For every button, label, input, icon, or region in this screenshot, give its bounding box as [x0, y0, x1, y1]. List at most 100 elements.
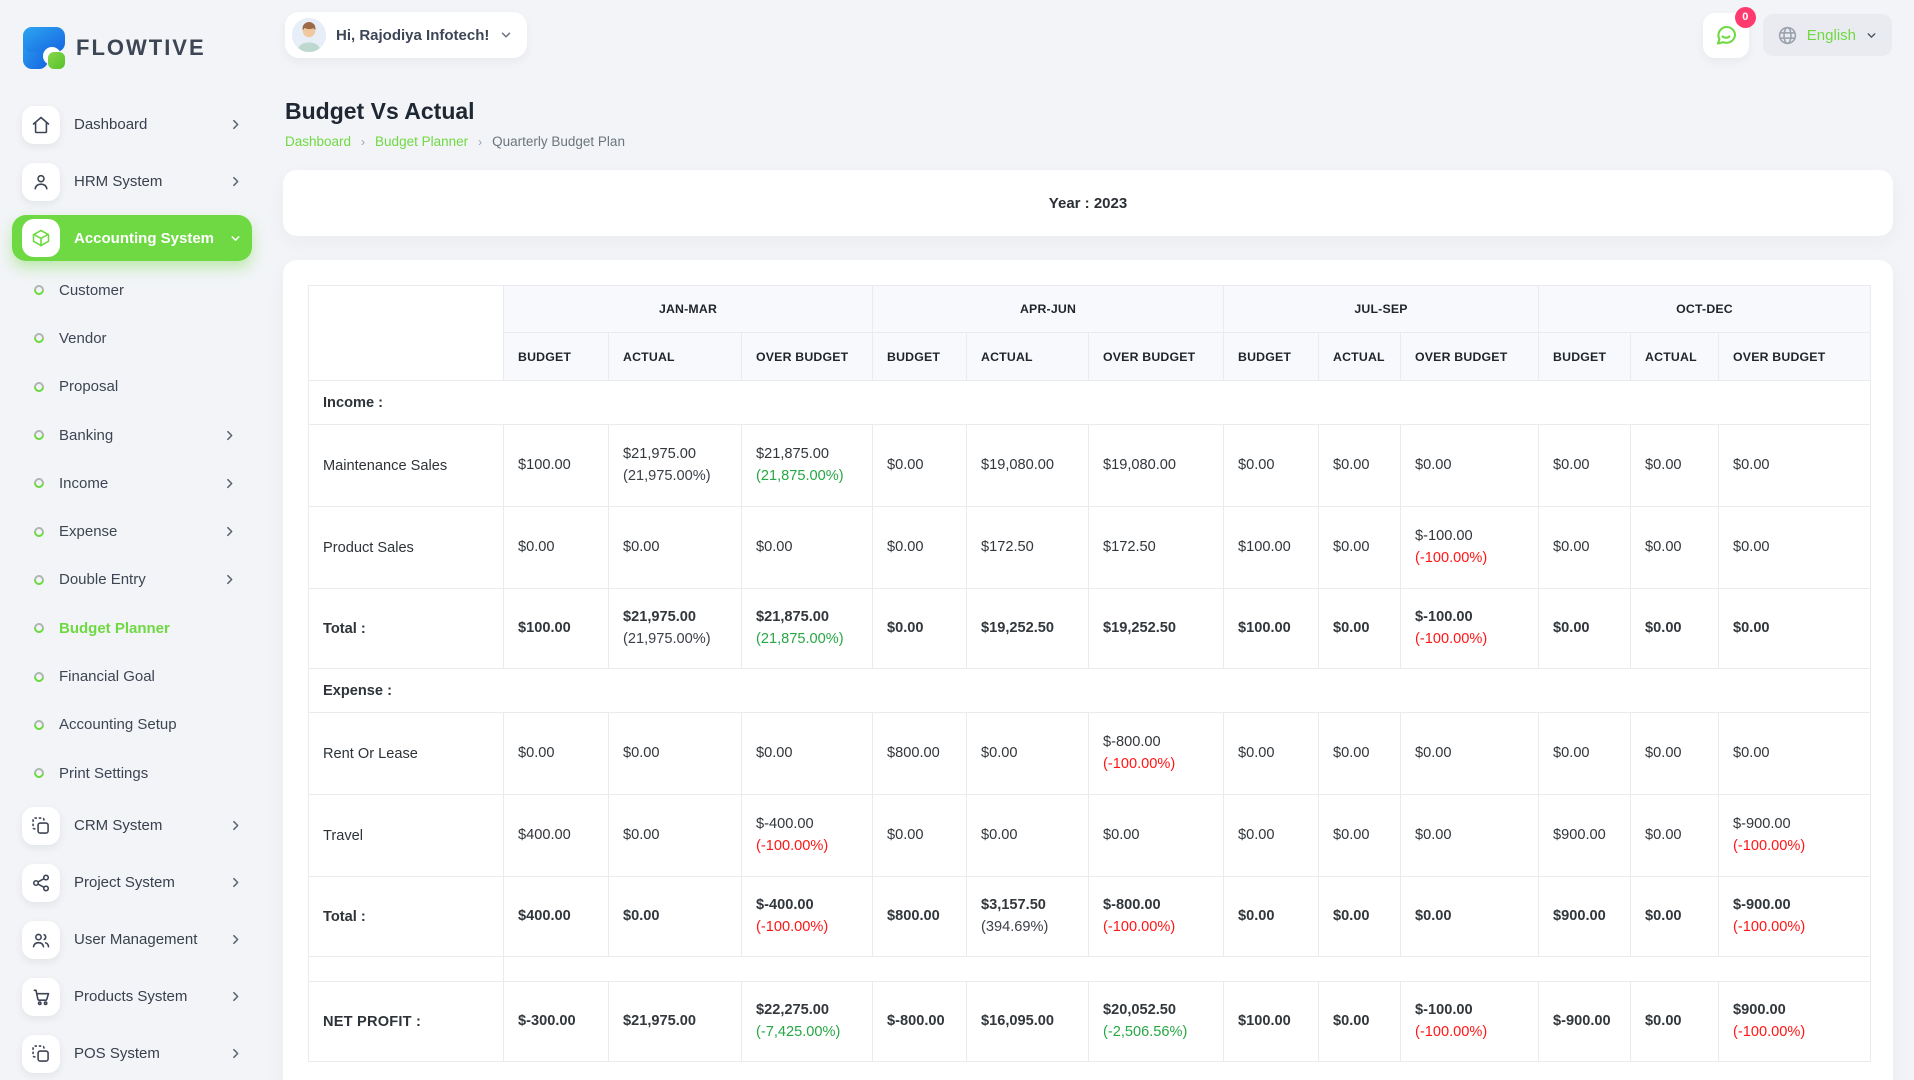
- flowtive-logo-icon: [23, 27, 65, 69]
- copy-icon: [22, 806, 60, 845]
- table-row: Rent Or Lease $0.00 $0.00 $0.00 $800.00 $0.00…: [308, 712, 1872, 795]
- value-cell: $0.00: [608, 712, 742, 795]
- value-cell: $0.00: [1630, 588, 1720, 669]
- value-cell: $800.00: [872, 712, 967, 795]
- value-cell: $100.00: [503, 588, 609, 669]
- sidebar-item-user-management[interactable]: User Management: [12, 911, 252, 968]
- cell-amount: $0.00: [1238, 744, 1275, 761]
- value-cell: $0.00: [1318, 506, 1402, 589]
- breadcrumb-separator: ›: [361, 134, 366, 149]
- sidebar-item-expense[interactable]: Expense: [12, 507, 252, 555]
- sidebar-item-vendor[interactable]: Vendor: [12, 314, 252, 362]
- value-cell: $0.00: [1400, 794, 1540, 877]
- sidebar-item-label: Vendor: [59, 329, 107, 347]
- breadcrumb-dashboard[interactable]: Dashboard: [285, 134, 352, 149]
- value-cell: $0.00: [608, 876, 742, 957]
- cell-amount: $0.00: [1415, 907, 1452, 924]
- cell-percent: (-100.00%): [1103, 755, 1176, 772]
- cell-amount: $0.00: [623, 744, 660, 761]
- cell-percent: (-100.00%): [1415, 630, 1488, 647]
- cell-amount: $0.00: [623, 538, 660, 555]
- value-cell: $19,080.00: [966, 424, 1089, 507]
- cell-amount: $-900.00: [1733, 815, 1791, 832]
- row-label: Maintenance Sales: [308, 424, 504, 507]
- cell-amount: $0.00: [1333, 907, 1370, 924]
- value-cell: $900.00: [1538, 876, 1632, 957]
- cell-percent: (21,875.00%): [756, 630, 844, 647]
- bullet-icon: [31, 572, 47, 587]
- sidebar-item-financial-goal[interactable]: Financial Goal: [12, 652, 252, 700]
- value-cell: $0.00: [1630, 981, 1720, 1062]
- topbar: Hi, Rajodiya Infotech! 0 English: [285, 6, 1892, 60]
- sidebar-item-budget-planner[interactable]: Budget Planner: [12, 604, 252, 652]
- value-cell: $-900.00 (-100.00%): [1718, 794, 1872, 877]
- cell-percent: (394.69%): [981, 918, 1049, 935]
- column-header: OVER BUDGET: [1087, 332, 1225, 381]
- sidebar-item-double-entry[interactable]: Double Entry: [12, 556, 252, 604]
- user-menu-button[interactable]: Hi, Rajodiya Infotech!: [285, 12, 528, 58]
- value-cell: $100.00: [1223, 981, 1320, 1062]
- sidebar-item-banking[interactable]: Banking: [12, 411, 252, 459]
- sidebar-item-accounting-system[interactable]: Accounting System: [12, 215, 252, 261]
- cell-percent: (21,975.00%): [623, 467, 711, 484]
- value-cell: $0.00: [1400, 424, 1540, 507]
- cell-amount: $22,275.00: [756, 1001, 830, 1018]
- breadcrumb-budget-planner[interactable]: Budget Planner: [375, 134, 469, 149]
- sidebar-item-project-system[interactable]: Project System: [12, 854, 252, 911]
- sidebar-item-customer[interactable]: Customer: [12, 266, 252, 314]
- cell-percent: (-100.00%): [1733, 918, 1806, 935]
- avatar: [292, 18, 326, 52]
- cell-amount: $900.00: [1733, 1001, 1786, 1018]
- value-cell: $0.00: [1318, 712, 1402, 795]
- sidebar-item-label: Dashboard: [74, 116, 148, 133]
- cell-amount: $0.00: [1733, 456, 1770, 473]
- value-cell: $0.00: [1223, 424, 1320, 507]
- value-cell: $0.00: [1318, 424, 1402, 507]
- sidebar-menu: Dashboard HRM System Accounting System Cust…: [12, 96, 252, 1080]
- cell-percent: (-2,506.56%): [1103, 1023, 1188, 1040]
- cell-amount: $0.00: [756, 744, 793, 761]
- users-icon: [22, 920, 60, 959]
- sidebar-item-pos-system[interactable]: POS System: [12, 1025, 252, 1080]
- table-row: Maintenance Sales $100.00 $21,975.00 (21,97…: [308, 424, 1872, 507]
- sidebar-item-products-system[interactable]: Products System: [12, 968, 252, 1025]
- cell-percent: (-100.00%): [756, 837, 829, 854]
- sidebar-item-label: Expense: [59, 523, 118, 541]
- cell-percent: (21,975.00%): [623, 630, 711, 647]
- sidebar-item-dashboard[interactable]: Dashboard: [12, 96, 252, 153]
- cell-amount: $3,157.50: [981, 896, 1046, 913]
- sidebar-item-income[interactable]: Income: [12, 459, 252, 507]
- cell-amount: $100.00: [1238, 538, 1291, 555]
- cell-amount: $900.00: [1553, 907, 1606, 924]
- value-cell: $0.00: [966, 794, 1089, 877]
- value-cell: $21,975.00 (21,975.00%): [608, 588, 742, 669]
- sidebar-item-accounting-setup[interactable]: Accounting Setup: [12, 701, 252, 749]
- language-selector[interactable]: English: [1762, 14, 1892, 56]
- sidebar-item-crm-system[interactable]: CRM System: [12, 797, 252, 854]
- sidebar-item-label: Proposal: [59, 378, 119, 396]
- value-cell: $100.00: [1223, 506, 1320, 589]
- cell-amount: $0.00: [1553, 456, 1590, 473]
- value-cell: $-100.00 (-100.00%): [1400, 981, 1540, 1062]
- sidebar-item-hrm-system[interactable]: HRM System: [12, 153, 252, 210]
- value-cell: $0.00: [741, 506, 873, 589]
- brand-logo[interactable]: FLOWTIVE: [12, 26, 252, 70]
- value-cell: $-800.00: [872, 981, 967, 1062]
- value-cell: $900.00 (-100.00%): [1718, 981, 1872, 1062]
- breadcrumb-current: Quarterly Budget Plan: [492, 134, 625, 149]
- value-cell: $800.00: [872, 876, 967, 957]
- sidebar-item-proposal[interactable]: Proposal: [12, 363, 252, 411]
- sidebar-item-print-settings[interactable]: Print Settings: [12, 749, 252, 797]
- value-cell: $0.00: [1718, 588, 1872, 669]
- value-cell: $0.00: [608, 794, 742, 877]
- bullet-icon: [31, 427, 47, 443]
- value-cell: $-100.00 (-100.00%): [1400, 588, 1540, 669]
- cell-percent: (21,875.00%): [756, 467, 844, 484]
- quarter-header: APR-JUN: [871, 285, 1225, 333]
- value-cell: $0.00: [1718, 506, 1872, 589]
- messages-button[interactable]: 0: [1702, 6, 1756, 58]
- year-label: Year : 2023: [1048, 194, 1128, 212]
- cell-percent: (-100.00%): [1103, 918, 1176, 935]
- home-icon: [22, 105, 60, 144]
- person-icon: [22, 162, 60, 201]
